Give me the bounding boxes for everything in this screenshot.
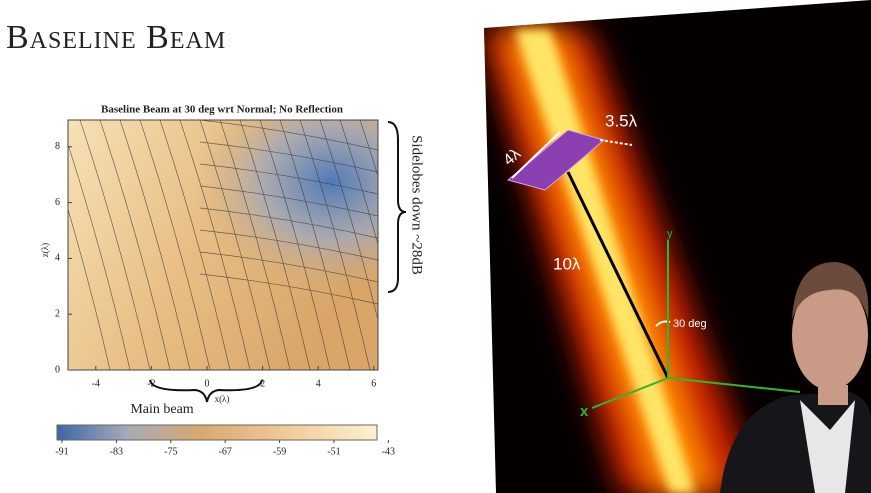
streamline [199,141,378,173]
y-tick-label: 6 [55,197,60,208]
streamline [199,273,378,305]
height-label: 4λ [500,145,524,169]
streamline [119,120,191,370]
width-arrow [599,139,633,146]
distance-line [566,171,670,379]
width-label: 3.5λ [605,111,638,130]
main-beam-brace [149,379,263,403]
y-tick-label: 8 [55,141,60,152]
streamline [199,207,378,239]
x-tick-label: 4 [316,378,321,389]
x-tick-label: -4 [92,378,100,389]
x-tick-label: 6 [371,378,376,389]
streamline [219,120,291,370]
streamline [159,120,231,370]
colorbar [56,424,378,441]
y-tick-label: 4 [55,253,60,264]
streamline [259,120,331,370]
colorbar-tick-label: -83 [110,446,123,457]
streamline [79,120,151,370]
streamline [199,185,378,217]
y-tick-label: 2 [55,308,60,319]
colorbar-tick-label: -59 [273,446,286,457]
sidelobes-label: Sidelobes down ~28dB [409,135,425,275]
plot-field [68,120,378,370]
streamline [68,208,111,370]
distance-label: 10λ [553,254,581,273]
y-tick-label: 0 [55,364,60,375]
streamline [319,120,378,322]
streamline [179,120,251,370]
streamline [339,120,378,246]
streamline [359,120,378,178]
sidelobes-brace [387,121,407,293]
streamline [199,163,378,195]
axis-x-label: x [580,403,589,420]
y-axis-label: z(λ) [40,243,50,257]
streamline [239,120,311,370]
angle-label: 30 deg [673,318,707,330]
streamline [279,120,351,370]
x-axis-label: x(λ) [215,394,230,404]
streamline [299,120,371,370]
plot-title: Baseline Beam at 30 deg wrt Normal; No R… [101,104,343,116]
streamline [68,143,131,370]
streamline [99,120,171,370]
streamline [199,120,271,370]
axes-triad [591,240,801,409]
plot-frame [67,119,379,371]
colorbar-tick-label: -75 [164,446,177,457]
colorbar-tick-label: -67 [219,446,232,457]
x-tick-label: 0 [205,378,210,389]
streamline [199,251,378,283]
height-arrow [511,131,561,179]
antenna-array [506,129,606,191]
streamline [139,120,211,370]
streamline [199,229,378,261]
presenter [720,262,871,493]
axis-y-label: y [667,228,673,240]
x-tick-label: 2 [260,378,265,389]
slide-title: Baseline Beam [6,19,226,56]
colorbar-tick-label: -43 [382,446,395,457]
colorbar-tick-label: -91 [55,446,68,457]
main-beam-label: Main beam [130,402,193,417]
colorbar-tick-label: -51 [327,446,340,457]
streamline [199,120,378,151]
